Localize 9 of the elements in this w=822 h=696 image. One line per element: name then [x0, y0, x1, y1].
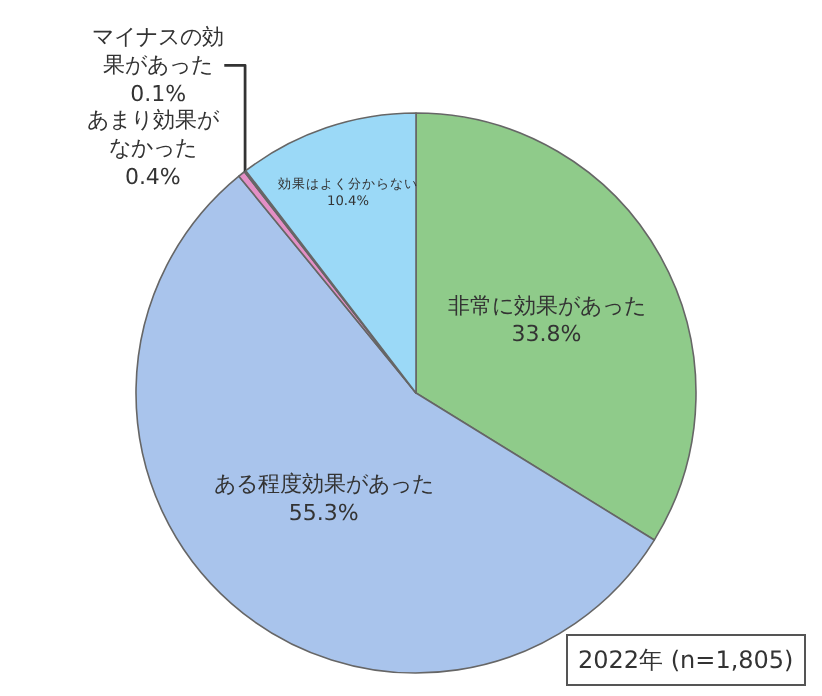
text: 2022年 (n=1,805)	[578, 646, 794, 674]
data-label: 0.4%	[124, 164, 181, 191]
slice-label: ある程度効果があった	[213, 471, 434, 498]
data-label: 0.1%	[130, 80, 187, 107]
data-label: 33.8%	[511, 321, 582, 348]
data-label: 55.3%	[288, 499, 359, 526]
slice-label: あまり効果がなかった	[86, 106, 221, 162]
slice-label: マイナスの効果があった	[92, 23, 225, 79]
slice-label: 非常に効果があった	[447, 292, 646, 319]
